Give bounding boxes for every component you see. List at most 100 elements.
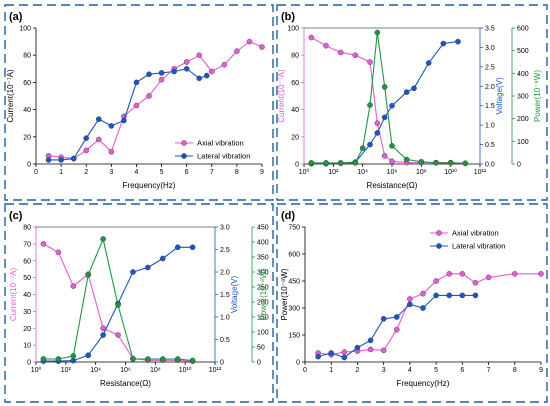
power-series-point	[367, 102, 373, 108]
panel-border	[276, 203, 548, 403]
y-axis-right2-tick-label: 350	[257, 255, 269, 262]
y-axis-tick-label: 20	[23, 134, 31, 141]
y-axis-right2-tick-label: 450	[257, 225, 269, 232]
power-series-line	[311, 32, 466, 164]
voltage-series-point	[389, 102, 395, 109]
panel-border	[4, 203, 274, 403]
panel-d: (d) 0 1 2 3 4 5 6 7 8 9 0 150 300 450 600 750 Frequency(H…	[276, 203, 548, 403]
x-tick-label: 2	[355, 367, 359, 374]
y-axis-left-tick-label: 60	[23, 258, 31, 265]
panel-border	[276, 4, 548, 201]
y-axis-tick-label: 100	[19, 26, 31, 33]
y-axis-right2-tick-label: 250	[257, 285, 269, 292]
y-axis-right2-title: Power(10⁻⁸W)	[259, 268, 268, 320]
y-axis-right1-tick-label: 2.0	[485, 84, 495, 91]
y-axis-tick-label: 0	[296, 360, 300, 367]
power-series-point	[145, 356, 151, 362]
power-series-point	[55, 356, 62, 362]
y-axis-tick-label: 750	[288, 225, 300, 232]
voltage-series-point	[70, 357, 77, 364]
y-axis-left-tick-label: 50	[23, 275, 31, 282]
power-series-point	[352, 160, 359, 166]
lateral-series-point	[45, 157, 52, 163]
current-series-point	[381, 153, 388, 159]
y-axis-right1-tick-label: 1.5	[485, 103, 495, 110]
x-tick-label: 10⁶	[387, 169, 398, 176]
x-axis-title: Resistance(Ω)	[100, 379, 151, 388]
y-axis-tick-label: 40	[23, 107, 31, 114]
axial-series-point	[196, 52, 203, 59]
x-tick-label: 10¹⁰	[179, 366, 192, 374]
voltage-series-point	[455, 38, 461, 45]
x-tick-label: 1	[59, 169, 63, 176]
y-axis-tick-label: 0	[27, 162, 31, 169]
power-series-point	[174, 356, 181, 362]
y-axis-left-tick-label: 30	[23, 309, 31, 316]
axial-series-point	[472, 279, 479, 286]
x-tick-label: 1	[329, 367, 333, 374]
y-axis-left-tick-label: 20	[23, 326, 31, 333]
current-series-point	[323, 42, 329, 49]
legend-label: Axial vibration	[452, 229, 499, 238]
x-axis-title: Resistance(Ω)	[367, 181, 418, 190]
voltage-series-point	[440, 40, 447, 47]
power-series-point	[308, 160, 315, 166]
x-tick-label: 6	[185, 169, 189, 176]
y-axis-left-tick-label: 10	[23, 343, 31, 350]
power-series-point	[337, 160, 344, 166]
y-axis-tick-label: 150	[288, 333, 300, 340]
voltage-series-point	[189, 244, 196, 251]
y-axis-left-tick-label: 100	[287, 26, 299, 33]
current-series-line	[311, 37, 466, 164]
x-tick-label: 10¹²	[209, 367, 222, 374]
lateral-series-point	[393, 314, 400, 320]
legend-swatch-marker	[181, 153, 187, 159]
current-series-point	[308, 34, 315, 41]
current-series-point	[337, 49, 344, 56]
current-series-point	[367, 59, 373, 65]
legend-label: Axial vibration	[197, 139, 244, 148]
y-axis-right1-tick-label: 3.5	[485, 26, 495, 33]
y-axis-right1-tick-label: 0.5	[220, 337, 230, 344]
y-axis-right1-tick-label: 2.5	[485, 64, 495, 71]
lateral-series-point	[121, 117, 127, 124]
axial-series-line	[318, 273, 541, 356]
y-axis-tick-label: 450	[288, 279, 300, 286]
y-axis-right1-tick-label: 1.0	[220, 315, 230, 322]
y-axis-tick-label: 60	[23, 80, 31, 87]
voltage-series-point	[85, 352, 92, 359]
y-axis-right2-tick-label: 200	[257, 300, 269, 307]
axial-series-point	[459, 270, 466, 277]
voltage-series-line	[311, 41, 459, 165]
axial-series-point	[367, 346, 374, 353]
panel-label: (b)	[281, 11, 295, 23]
x-tick-label: 10⁰	[31, 366, 42, 374]
y-axis-left-title: Current(10⁻⁷A)	[9, 267, 18, 321]
x-tick-label: 10¹⁰	[444, 168, 457, 176]
current-series-point	[55, 249, 62, 256]
lateral-series-point	[70, 155, 77, 162]
axial-series-point	[108, 148, 115, 155]
legend-label: Lateral vibration	[197, 152, 250, 161]
y-axis-right2-title: Power(10⁻⁸W)	[533, 70, 542, 122]
lateral-series-point	[146, 71, 152, 78]
y-axis-title: Current(10⁻⁷A)	[6, 69, 15, 123]
axial-series-point	[407, 296, 413, 302]
x-tick-label: 4	[408, 367, 412, 374]
x-tick-label: 3	[382, 367, 386, 374]
x-tick-label: 10⁸	[150, 367, 161, 374]
current-series-point	[352, 52, 359, 59]
lateral-series-point	[108, 123, 115, 129]
axial-series-point	[146, 93, 152, 99]
y-axis-right1-tick-label: 3.0	[220, 225, 230, 232]
lateral-series-point	[133, 79, 140, 86]
lateral-series-point	[158, 70, 165, 76]
x-tick-label: 10⁴	[90, 367, 101, 374]
y-axis-right1-title: Voltage(V)	[495, 77, 504, 115]
y-axis-right2-tick-label: 500	[517, 48, 529, 55]
power-series-point	[115, 302, 121, 308]
power-series-point	[70, 353, 77, 359]
lateral-series-point	[380, 315, 387, 322]
y-axis-right2-tick-label: 150	[257, 315, 269, 322]
x-tick-label: 5	[160, 169, 164, 176]
